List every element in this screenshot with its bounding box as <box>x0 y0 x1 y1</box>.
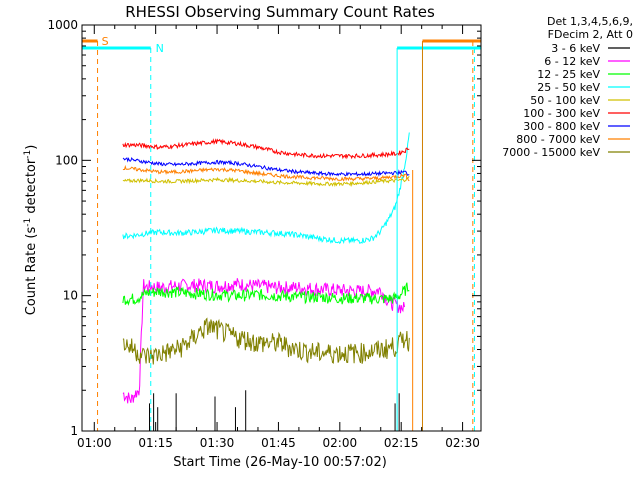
series-12-25-keV-line <box>122 282 410 306</box>
legend-label-8: 7000 - 15000 keV <box>502 146 600 159</box>
legend-label-3: 25 - 50 keV <box>537 81 600 94</box>
y-tick-label-1000: 1000 <box>47 18 78 32</box>
x-tick-label-02:15: 02:15 <box>384 436 419 450</box>
legend-label-2: 12 - 25 keV <box>537 68 600 81</box>
legend-label-4: 50 - 100 keV <box>530 94 600 107</box>
plot-frame <box>81 24 482 432</box>
series-7000-15000-keV-line <box>122 317 410 365</box>
attenuator-markers: SN <box>82 35 481 431</box>
marker-s-label: S <box>102 35 109 48</box>
legend: Det 1,3,4,5,6,9, FDecim 2, Att 0 3 - 6 k… <box>502 15 633 159</box>
legend-label-0: 3 - 6 keV <box>551 42 600 55</box>
y-axis-label: Count Rate (s-1 detector-1) <box>23 145 39 316</box>
chart-title: RHESSI Observing Summary Count Rates <box>125 3 435 21</box>
x-tick-label-01:30: 01:30 <box>200 436 235 450</box>
plot-axes <box>81 24 482 432</box>
legend-label-1: 6 - 12 keV <box>544 55 600 68</box>
series-6-12-keV-line <box>122 278 405 404</box>
marker-n-label: N <box>156 42 164 55</box>
y-tick-label-100: 100 <box>55 153 78 167</box>
legend-label-6: 300 - 800 keV <box>523 120 600 133</box>
series-25-50-keV-line <box>122 132 410 245</box>
x-axis-label: Start Time (26-May-10 00:57:02) <box>173 455 387 470</box>
series-50-100-keV-line <box>122 175 410 188</box>
series-100-300-keV-line <box>122 138 410 160</box>
y-tick-label-10: 10 <box>63 289 78 303</box>
x-tick-label-01:45: 01:45 <box>261 436 296 450</box>
y-ticks: 1 10 100 1000 <box>47 18 481 438</box>
legend-label-7: 800 - 7000 keV <box>516 133 600 146</box>
legend-label-5: 100 - 300 keV <box>523 107 600 120</box>
series-traces <box>122 132 410 431</box>
x-tick-label-01:15: 01:15 <box>138 436 173 450</box>
x-tick-label-02:00: 02:00 <box>323 436 358 450</box>
y-tick-label-1: 1 <box>70 424 78 438</box>
x-tick-label-02:30: 02:30 <box>445 436 480 450</box>
series-800-7000-keV-line <box>122 164 410 182</box>
x-ticks: 01:00 01:15 01:30 01:45 02:00 02:15 02:30 <box>77 25 480 450</box>
legend-header-line-1: Det 1,3,4,5,6,9, <box>547 15 633 28</box>
series-300-800-keV-line <box>122 157 410 177</box>
legend-header-line-2: FDecim 2, Att 0 <box>548 28 633 41</box>
x-tick-label-01:00: 01:00 <box>77 436 112 450</box>
